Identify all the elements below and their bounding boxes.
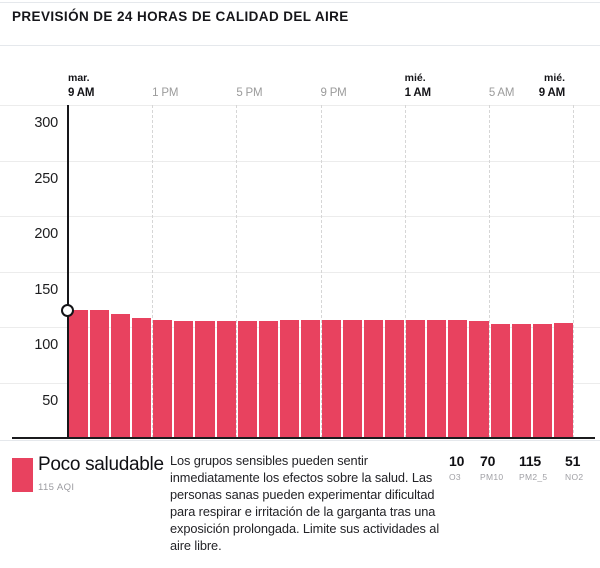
- hour-label: 5 PM: [236, 87, 263, 99]
- aqi-bar[interactable]: [406, 320, 426, 438]
- pollutant-no2-label: NO2: [565, 472, 584, 482]
- time-axis-label: 9 PM: [321, 72, 347, 99]
- y-gridline: [0, 271, 600, 273]
- pollutant-o3-value: 10: [449, 453, 465, 469]
- time-axis-label: 5 AM: [488, 72, 515, 99]
- pollutant-pm10-label: PM10: [480, 472, 504, 482]
- day-label: [321, 72, 347, 87]
- y-gridline: [0, 327, 600, 328]
- y-gridline: [0, 216, 600, 217]
- top-divider: [0, 2, 600, 3]
- aqi-bar[interactable]: [90, 310, 110, 438]
- aqi-bar[interactable]: [321, 320, 342, 438]
- aqi-bar[interactable]: [69, 310, 89, 438]
- pollutant-pm25-value: 115: [519, 453, 541, 469]
- pollutant-no2: 51 NO2: [565, 453, 583, 482]
- x-gridline: [404, 105, 406, 438]
- pollutant-no2-value: 51: [565, 453, 581, 469]
- y-axis-line: [67, 105, 69, 438]
- y-axis-label: 150: [34, 281, 58, 298]
- aqi-bar[interactable]: [195, 321, 215, 438]
- aqi-bar[interactable]: [343, 320, 363, 438]
- x-gridline: [236, 105, 238, 438]
- day-label: mié.: [404, 72, 426, 84]
- page-title: PREVISIÓN DE 24 HORAS DE CALIDAD DEL AIR…: [12, 9, 349, 24]
- day-label: [152, 72, 178, 87]
- time-axis-label: mié. 1 AM: [405, 72, 431, 99]
- pollutant-pm10-value: 70: [480, 453, 496, 469]
- aqi-health-description: Los grupos sensibles pueden sentir inmed…: [170, 453, 440, 553]
- time-axis-label: mar. 9 AM: [68, 72, 94, 99]
- aqi-bar[interactable]: [174, 321, 194, 438]
- aqi-bar[interactable]: [300, 320, 320, 438]
- aqi-bar[interactable]: [553, 322, 573, 438]
- y-axis-label: 200: [34, 226, 58, 242]
- x-axis-baseline: [12, 437, 595, 439]
- aqi-bar[interactable]: [237, 321, 257, 438]
- x-gridline: [152, 105, 154, 438]
- aqi-bar[interactable]: [258, 321, 278, 438]
- current-value-marker: [61, 303, 74, 317]
- aqi-bar[interactable]: [427, 320, 447, 438]
- aqi-category-swatch: [12, 458, 33, 492]
- aqi-bar[interactable]: [511, 323, 531, 438]
- x-gridline: [488, 105, 490, 438]
- aqi-bar[interactable]: [153, 320, 173, 438]
- hour-label: 1 PM: [152, 87, 179, 99]
- time-axis-label: 5 PM: [236, 72, 262, 99]
- day-label: mié.: [543, 72, 565, 84]
- aqi-category-label: Poco saludable: [38, 454, 164, 475]
- aqi-bars: [69, 105, 573, 438]
- pollutant-o3: 10 O3: [449, 453, 464, 482]
- aqi-bar[interactable]: [490, 323, 510, 438]
- y-gridline: [0, 382, 600, 384]
- aqi-bar[interactable]: [448, 320, 468, 438]
- header-divider: [0, 45, 600, 46]
- aqi-bar[interactable]: [469, 321, 489, 438]
- hour-label: 5 AM: [488, 87, 515, 99]
- aqi-bar[interactable]: [111, 313, 131, 438]
- y-gridline: [0, 160, 600, 162]
- x-gridline: [573, 105, 574, 438]
- aqi-bar[interactable]: [385, 320, 405, 438]
- hour-label: 1 AM: [404, 87, 431, 99]
- x-gridline: [320, 105, 322, 438]
- day-label: [236, 72, 262, 87]
- y-axis-label: 250: [34, 170, 58, 187]
- y-axis-label: 50: [42, 392, 58, 409]
- hour-label: 9 AM: [538, 87, 565, 99]
- aqi-bar[interactable]: [364, 320, 384, 438]
- hour-label: 9 PM: [320, 87, 347, 99]
- pollutant-pm10: 70 PM10: [480, 453, 503, 482]
- pollutant-pm25-label: PM2_5: [519, 472, 548, 482]
- y-gridline: [0, 105, 600, 106]
- day-label: mar.: [68, 72, 90, 84]
- chart-footer-divider: [0, 440, 600, 441]
- aqi-value-label: 115 AQI: [38, 482, 75, 493]
- time-axis-label: mié. 9 AM: [507, 72, 565, 99]
- time-axis-label: 1 PM: [152, 72, 178, 99]
- aqi-bar[interactable]: [532, 323, 552, 438]
- aqi-bar[interactable]: [216, 321, 236, 438]
- y-axis-label: 100: [34, 337, 58, 353]
- pollutant-o3-label: O3: [449, 472, 461, 482]
- aqi-bar[interactable]: [279, 320, 299, 438]
- aqi-bar[interactable]: [132, 318, 152, 438]
- y-axis-label: 300: [34, 115, 58, 131]
- pollutant-pm25: 115 PM2_5: [519, 453, 547, 482]
- hour-label: 9 AM: [68, 87, 95, 99]
